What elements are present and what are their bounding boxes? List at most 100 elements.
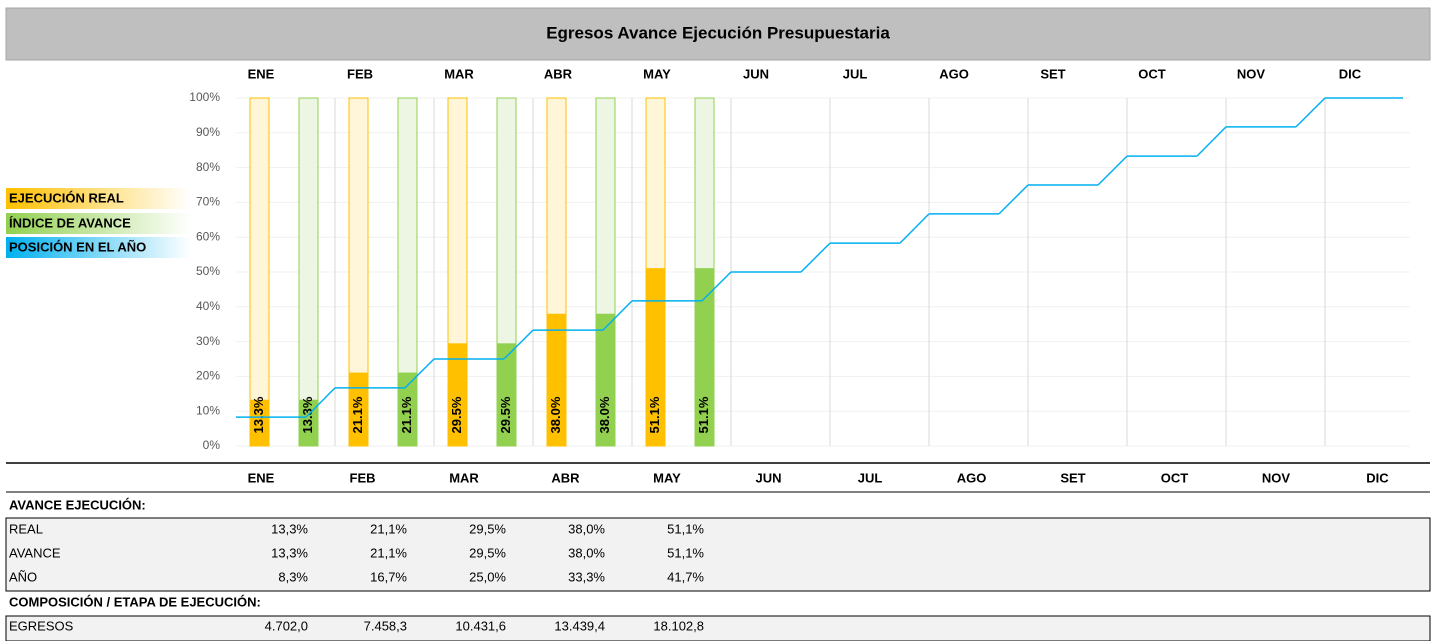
table-header: ABR — [551, 470, 580, 485]
data-label: 38.0% — [548, 396, 563, 433]
table-band — [5, 615, 1431, 641]
cell: 13.439,4 — [554, 618, 605, 633]
table-header: OCT — [1161, 470, 1189, 485]
data-label: 38.0% — [597, 396, 612, 433]
table-band — [5, 517, 1431, 592]
table-header: MAR — [449, 470, 479, 485]
cell: 18.102,8 — [653, 618, 704, 633]
y-tick-label: 70% — [196, 195, 220, 209]
table-header: MAY — [653, 470, 681, 485]
bar — [398, 372, 417, 446]
line-connector — [1295, 97, 1326, 128]
line-connector — [503, 329, 534, 360]
y-tick-label: 0% — [203, 438, 221, 452]
cell: 21,1% — [370, 545, 407, 560]
table-header: JUN — [755, 470, 781, 485]
legend-label: EJECUCIÓN REAL — [9, 190, 124, 205]
cell: 7.458,3 — [364, 618, 407, 633]
line-connector — [1196, 126, 1227, 157]
line-connector — [998, 184, 1029, 215]
title-bar — [5, 7, 1431, 61]
bar — [250, 399, 269, 446]
row-label: AÑO — [9, 569, 37, 584]
line-connector — [899, 213, 930, 244]
bar-background — [298, 97, 319, 447]
line-connector — [404, 358, 435, 389]
line-connector — [1097, 155, 1128, 186]
cell: 13,3% — [271, 521, 308, 536]
x-tick-label: MAR — [444, 66, 474, 81]
y-tick-label: 30% — [196, 334, 220, 348]
y-tick-label: 50% — [196, 264, 220, 278]
cell: 4.702,0 — [265, 618, 308, 633]
cell: 38,0% — [568, 545, 605, 560]
cell: 51,1% — [667, 521, 704, 536]
y-tick-label: 100% — [189, 90, 220, 104]
data-label: 21.1% — [350, 396, 365, 433]
x-tick-label: FEB — [347, 66, 373, 81]
y-tick-label: 60% — [196, 229, 220, 243]
y-tick-label: 40% — [196, 299, 220, 313]
legend-swatch — [6, 188, 191, 209]
x-tick-label: JUN — [743, 66, 769, 81]
table-header: AGO — [957, 470, 987, 485]
table-header: SET — [1060, 470, 1085, 485]
row-label: REAL — [9, 521, 43, 536]
cell: 33,3% — [568, 569, 605, 584]
data-label: 21.1% — [399, 396, 414, 433]
row-label: EGRESOS — [9, 618, 74, 633]
x-tick-label: JUL — [843, 66, 868, 81]
section-title: AVANCE EJECUCIÓN: — [9, 497, 146, 512]
cell: 21,1% — [370, 521, 407, 536]
row-label: AVANCE — [9, 545, 61, 560]
data-label: 51.1% — [647, 396, 662, 433]
bar — [596, 313, 615, 446]
cell: 8,3% — [278, 569, 308, 584]
table-header: JUL — [858, 470, 883, 485]
data-label: 51.1% — [696, 396, 711, 433]
line-connector — [305, 387, 336, 418]
y-tick-label: 10% — [196, 403, 220, 417]
x-tick-label: ABR — [544, 66, 573, 81]
data-label: 29.5% — [449, 396, 464, 433]
bar — [646, 268, 665, 446]
table-header: ENE — [248, 470, 275, 485]
cell: 29,5% — [469, 521, 506, 536]
y-tick-label: 80% — [196, 160, 220, 174]
line-connector — [701, 271, 732, 302]
x-tick-label: ENE — [248, 66, 275, 81]
line-connector — [800, 242, 831, 273]
bar — [448, 343, 467, 446]
bar — [695, 268, 714, 446]
data-label: 13.3% — [251, 396, 266, 433]
data-label: 29.5% — [498, 396, 513, 433]
x-tick-label: NOV — [1237, 66, 1266, 81]
table-header: NOV — [1262, 470, 1291, 485]
legend-swatch — [6, 237, 191, 258]
cell: 38,0% — [568, 521, 605, 536]
x-tick-label: MAY — [643, 66, 671, 81]
bar — [547, 313, 566, 446]
cell: 10.431,6 — [455, 618, 506, 633]
legend-swatch — [6, 213, 191, 234]
bar — [349, 372, 368, 446]
y-tick-label: 90% — [196, 125, 220, 139]
legend-label: POSICIÓN EN EL AÑO — [9, 239, 146, 254]
cell: 13,3% — [271, 545, 308, 560]
bar — [299, 399, 318, 446]
cell: 41,7% — [667, 569, 704, 584]
x-tick-label: SET — [1040, 66, 1065, 81]
table-header: DIC — [1366, 470, 1389, 485]
cell: 25,0% — [469, 569, 506, 584]
x-tick-label: OCT — [1138, 66, 1166, 81]
chart-title: Egresos Avance Ejecución Presupuestaria — [546, 23, 890, 42]
section-title: COMPOSICIÓN / ETAPA DE EJECUCIÓN: — [9, 594, 261, 609]
table-header: FEB — [350, 470, 376, 485]
line-connector — [602, 300, 633, 331]
cell: 51,1% — [667, 545, 704, 560]
x-tick-label: AGO — [939, 66, 969, 81]
x-tick-label: DIC — [1339, 66, 1362, 81]
bar — [497, 343, 516, 446]
y-tick-label: 20% — [196, 369, 220, 383]
